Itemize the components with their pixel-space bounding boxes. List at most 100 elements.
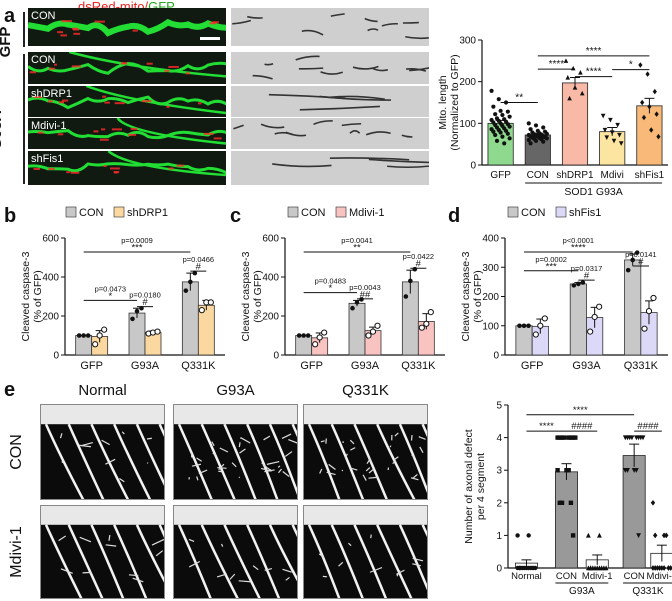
bar <box>569 283 587 356</box>
data-point <box>350 305 355 311</box>
data-point <box>296 333 302 338</box>
data-point <box>641 325 648 332</box>
axon-branch <box>410 477 419 481</box>
mito-red <box>185 72 191 75</box>
data-point <box>507 114 512 119</box>
motor-axon <box>113 423 152 499</box>
axon-branch <box>238 442 241 448</box>
motor-axon <box>67 423 105 499</box>
data-point <box>92 341 99 348</box>
axon-branch <box>266 460 280 465</box>
data-point <box>312 341 319 348</box>
data-point <box>664 532 669 539</box>
mito-red <box>111 128 122 131</box>
axon-branch <box>261 462 268 469</box>
data-point <box>81 333 86 338</box>
mito-binary-image-2 <box>231 52 429 84</box>
data-point <box>617 132 622 138</box>
y-tick-label: 3 <box>496 466 502 477</box>
motor-axon <box>135 524 164 583</box>
axon-branch <box>362 474 367 481</box>
data-point <box>636 533 642 539</box>
data-point <box>661 565 667 571</box>
axon-green <box>28 95 226 110</box>
x-tick-label: GFP <box>300 360 323 372</box>
axon-branch <box>369 566 383 573</box>
y-axis-label: per 4 segment <box>475 453 487 520</box>
data-point <box>526 565 531 571</box>
axon-branch <box>318 553 325 559</box>
data-point <box>647 103 652 110</box>
legend-swatch <box>65 206 77 218</box>
y-tick-label: 100 <box>459 119 476 130</box>
data-point <box>423 320 430 327</box>
gfp-group-bracket <box>23 12 25 47</box>
data-point <box>588 565 594 571</box>
motor-axon <box>376 524 413 598</box>
data-point <box>585 532 591 538</box>
mito-red <box>72 28 80 31</box>
data-point <box>427 309 434 316</box>
bar <box>554 471 578 569</box>
data-point <box>507 124 512 129</box>
significance-p-value: p=0.0141 <box>625 250 657 259</box>
axon-branch <box>198 469 208 475</box>
fluorescence-image-5: shFis1 <box>28 151 226 185</box>
y-tick-label: 400 <box>42 273 59 284</box>
data-point <box>557 435 563 440</box>
fluorescence-image-4: Mdivi-1 <box>28 118 226 149</box>
data-point <box>517 565 523 571</box>
data-point <box>515 533 520 538</box>
data-point <box>570 533 576 538</box>
axon-branch <box>217 466 227 469</box>
data-point <box>555 435 560 440</box>
data-point <box>568 435 574 440</box>
data-point <box>638 62 643 68</box>
data-point <box>565 74 571 80</box>
mito-red <box>57 133 64 136</box>
significance-p-value: p=0.0002 <box>535 255 567 264</box>
mito-segment <box>233 124 244 130</box>
data-point <box>496 97 501 102</box>
significance-label: *** <box>131 243 142 254</box>
mito-segment <box>406 67 427 72</box>
data-point <box>537 322 544 329</box>
data-point <box>571 283 577 288</box>
mito-red <box>48 167 55 170</box>
y-tick-label: 100 <box>482 321 499 332</box>
axon-branch <box>284 451 293 457</box>
y-axis-label: (% of GFP) <box>472 270 484 323</box>
data-point <box>570 435 576 440</box>
axon-branch <box>105 544 117 547</box>
x-tick-label: CON <box>624 571 645 582</box>
data-point <box>611 138 617 144</box>
data-point <box>305 333 311 338</box>
mito-segment <box>247 15 263 19</box>
axon-branch <box>349 439 355 445</box>
significance-label: **** <box>573 405 588 416</box>
bar <box>181 281 199 356</box>
axon-branch <box>238 580 251 583</box>
y-tick-label: 600 <box>262 234 279 245</box>
data-point <box>633 468 639 473</box>
mito-red <box>176 164 185 167</box>
y-tick-label: 5 <box>496 401 502 412</box>
axon-branch <box>121 431 125 435</box>
x-tick-label: Q331K <box>401 360 436 372</box>
significance-label: # <box>142 297 148 308</box>
data-point <box>498 108 503 113</box>
panel-label-a: a <box>4 5 16 27</box>
data-point <box>650 294 657 302</box>
data-point <box>661 532 667 539</box>
data-point <box>587 328 594 335</box>
axon-branch <box>350 447 356 451</box>
data-point <box>564 468 569 473</box>
axon-branch <box>119 477 125 483</box>
axon-branch <box>264 568 273 571</box>
mito-red <box>102 95 107 98</box>
data-point <box>134 308 140 314</box>
mito-segment <box>364 17 378 23</box>
motor-axon <box>268 524 297 582</box>
x-tick-label: GFP <box>80 360 103 372</box>
axon-branch <box>231 462 237 468</box>
